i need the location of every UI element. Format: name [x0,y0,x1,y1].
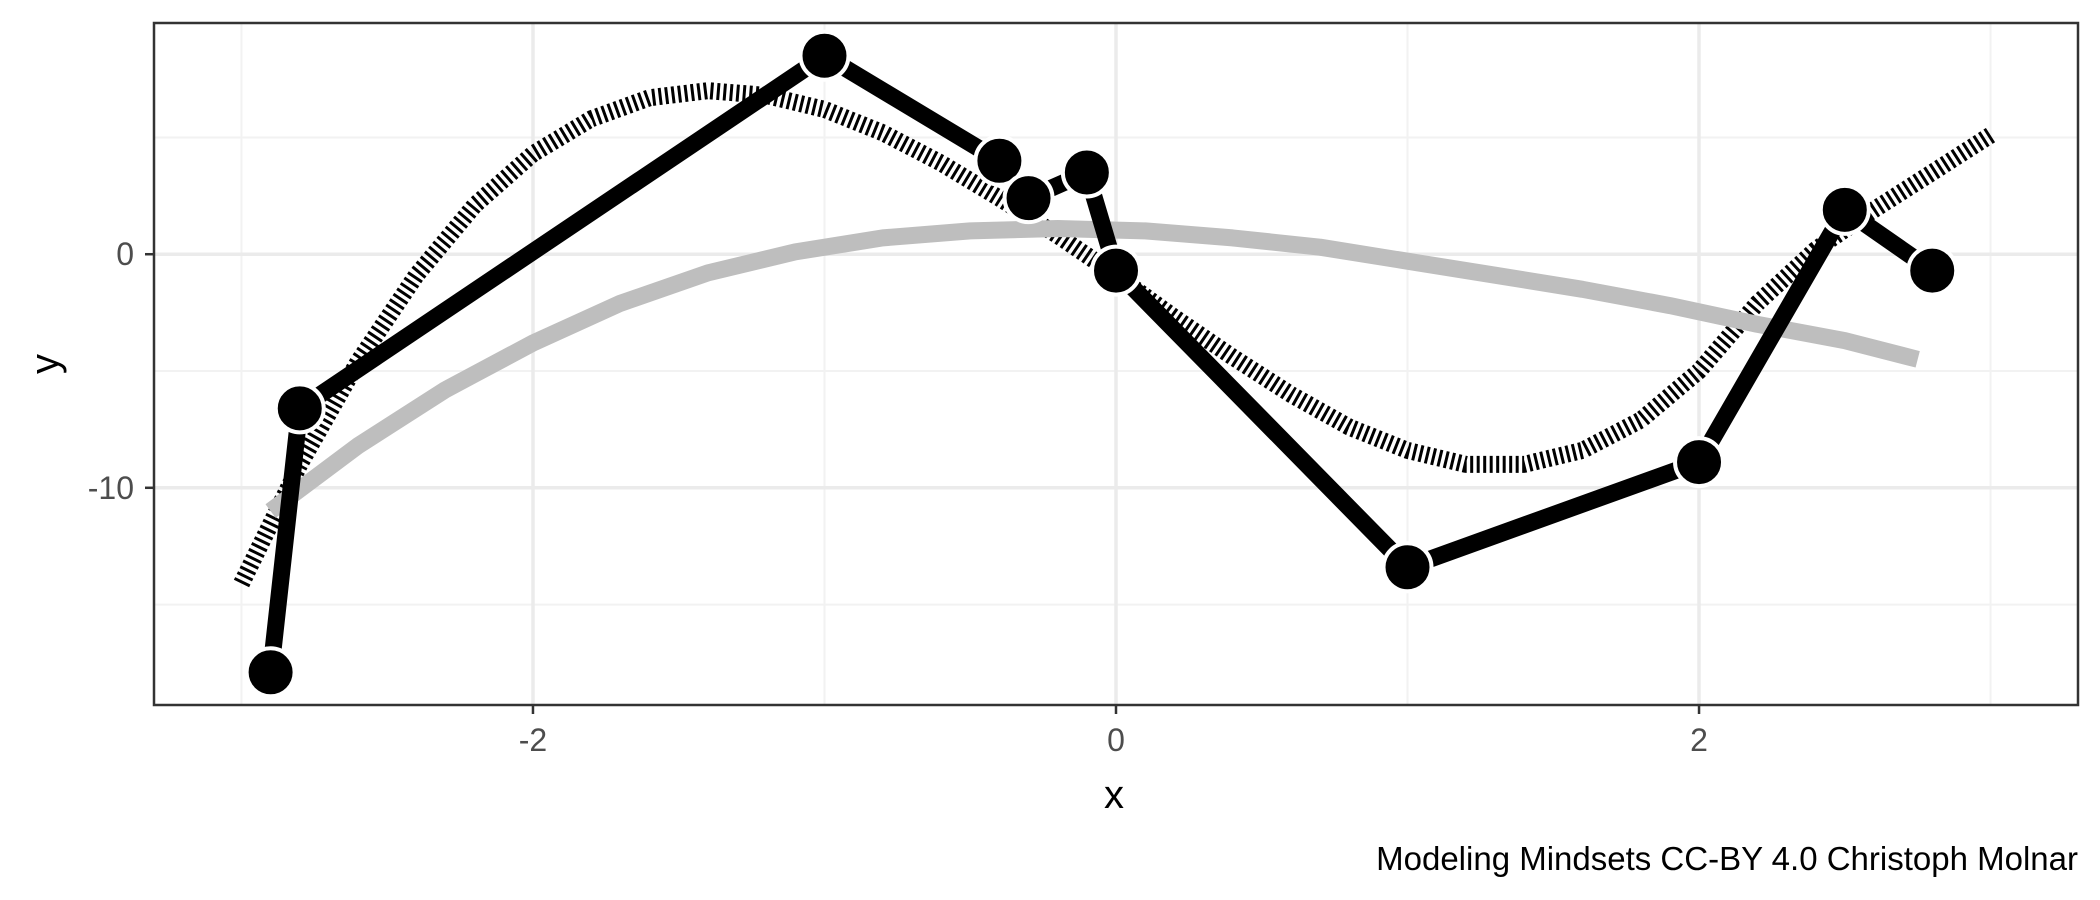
y-axis: 0 -10 [88,236,154,506]
data-point [1381,541,1434,594]
data-point [1060,146,1113,199]
series-smooth-dashed-line [233,82,1996,588]
caption: Modeling Mindsets CC-BY 4.0 Christoph Mo… [1376,840,2078,877]
data-point [1673,436,1726,489]
data-point [1906,244,1959,297]
data-point [244,646,297,699]
x-axis: -2 0 2 [519,705,1708,758]
y-tick-label: -10 [88,470,134,506]
x-tick-label: 2 [1690,722,1708,758]
x-tick-label: -2 [519,722,547,758]
y-tick-label: 0 [116,236,134,272]
data-point [1090,244,1142,297]
data-point [973,134,1026,187]
data-point [1818,183,1871,236]
data-point [798,29,851,82]
y-axis-title: y [23,354,67,374]
series-layer [233,29,1996,699]
data-point [1002,172,1055,225]
x-tick-label: 0 [1107,722,1125,758]
x-axis-title: x [1104,773,1124,817]
data-point [273,382,326,435]
